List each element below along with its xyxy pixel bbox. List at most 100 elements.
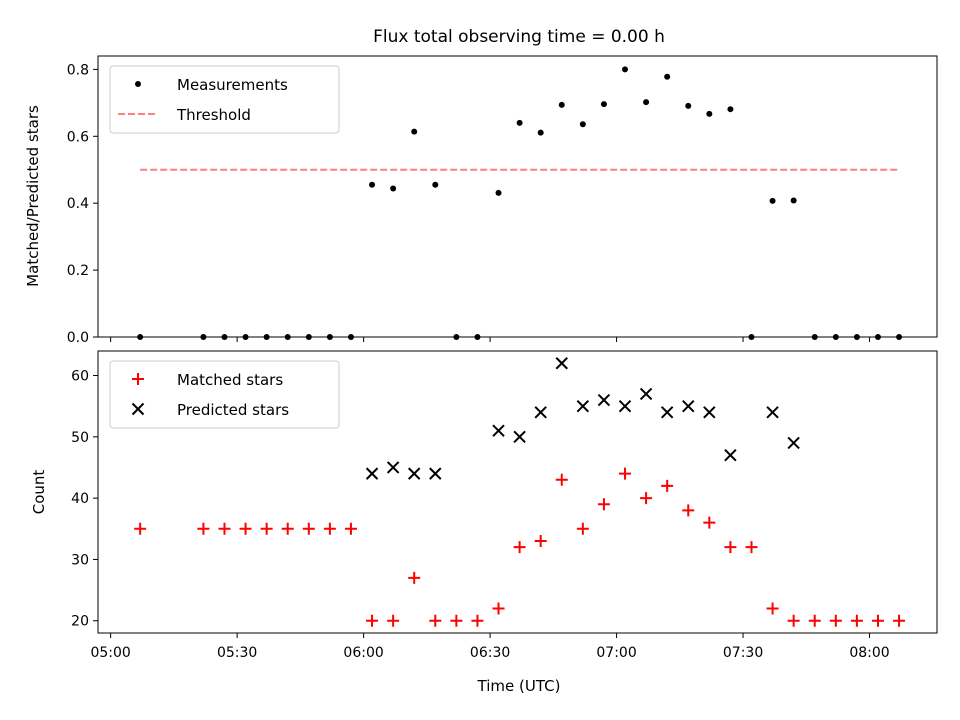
bottom-legend-box [109,360,340,429]
bottom-series-1 [365,357,800,480]
predicted-star-point [492,424,505,437]
predicted-star-point [766,406,779,419]
top-y-tick-label: 0.8 [67,62,89,78]
x-tick-label: 06:30 [470,645,510,661]
top-plot-area: 0.0 0.2 0.4 0.6 0.8 Measurements Threshold [67,55,938,346]
bottom-plot-area: 20 30 40 50 60 05:00 05:30 06:00 06:30 07:00 07:30… [71,350,938,661]
measurement-point [369,181,376,188]
bottom-y-axis-label: Count [30,470,48,515]
matched-star-point [218,522,231,535]
measurement-point [537,129,544,136]
measurement-point [390,185,397,192]
bottom-axes-frame [97,350,938,634]
top-y-tick-label: 0.0 [67,330,89,346]
predicted-star-point [639,387,653,401]
matched-star-point [597,498,610,511]
matched-star-point [766,602,779,615]
matched-star-point [534,535,547,548]
measurement-point [495,189,502,196]
predicted-star-point [703,406,716,419]
predicted-star-point [365,467,379,480]
x-tick-label: 05:00 [90,645,130,661]
measurement-point [516,119,523,126]
matched-star-point [893,614,906,627]
x-tick-label: 08:00 [849,645,889,661]
measurement-point [706,110,713,117]
top-y-tick-label: 0.4 [67,196,89,212]
bottom-y-tick-label: 30 [71,552,89,568]
matched-star-point [260,522,273,535]
predicted-star-point [597,393,611,407]
predicted-star-point [724,449,737,462]
predicted-star-point [429,467,442,480]
matched-star-point [576,522,589,535]
matched-star-point [408,571,421,584]
legend-label: Predicted stars [177,401,289,419]
matched-star-point [787,614,800,627]
matched-star-point [703,516,716,529]
predicted-star-point [513,430,526,444]
matched-star-point [829,614,842,627]
matched-star-point [429,614,442,627]
matched-star-point [387,614,400,627]
x-tick-label: 07:30 [723,645,763,661]
bottom-series-0 [134,467,906,627]
matched-star-point [281,522,294,535]
matched-star-point [366,614,379,627]
x-tick-label: 07:00 [596,645,636,661]
predicted-star-point [787,436,800,450]
predicted-star-point [555,357,568,370]
top-legend: Measurements Threshold [109,65,340,134]
measurement-point [664,73,671,80]
x-tick-label: 05:30 [217,645,257,661]
legend-swatch [132,373,144,385]
measurement-point [685,102,692,109]
matched-star-point [871,614,884,627]
matched-star-point [850,614,863,627]
measurement-point [432,181,439,188]
top-y-tick-label: 0.6 [67,129,89,145]
measurement-point [790,197,797,204]
predicted-star-point [407,467,421,480]
top-legend-box [109,65,340,134]
matched-star-point [619,467,632,480]
matched-star-point [808,614,821,627]
top-y-tick-label: 0.2 [67,263,89,279]
matched-star-point [134,522,147,535]
measurement-point [600,101,607,108]
predicted-star-point [534,406,547,419]
measurement-point [643,99,650,106]
measurement-point [622,66,629,73]
bottom-y-tick-label: 40 [71,491,89,507]
legend-swatch [135,81,141,87]
matched-star-point [197,522,210,535]
matched-star-point [555,473,568,486]
bottom-y-tick-label: 20 [71,614,89,630]
measurement-point [411,128,418,135]
legend-label: Matched stars [177,371,283,389]
matched-star-point [323,522,336,535]
legend-swatch [131,402,145,416]
matched-star-point [471,614,484,627]
measurement-point [579,121,586,128]
measurement-point [558,101,565,108]
matched-star-point [640,492,653,505]
predicted-star-point [386,461,400,474]
matched-star-point [492,602,505,615]
matched-star-point [661,479,674,492]
legend-label: Threshold [176,106,251,124]
predicted-star-point [618,399,632,413]
matched-star-point [302,522,315,535]
predicted-star-point [682,399,695,413]
predicted-star-point [576,399,590,413]
bottom-y-tick-label: 60 [71,369,89,385]
bottom-y-tick-label: 50 [71,430,89,446]
top-axes-frame [97,55,938,338]
predicted-star-point [660,406,674,419]
measurement-point [769,197,776,204]
x-axis-label: Time (UTC) [477,677,561,695]
matched-star-point [724,541,737,554]
matched-star-point [239,522,252,535]
top-y-axis-label: Matched/Predicted stars [24,105,42,287]
